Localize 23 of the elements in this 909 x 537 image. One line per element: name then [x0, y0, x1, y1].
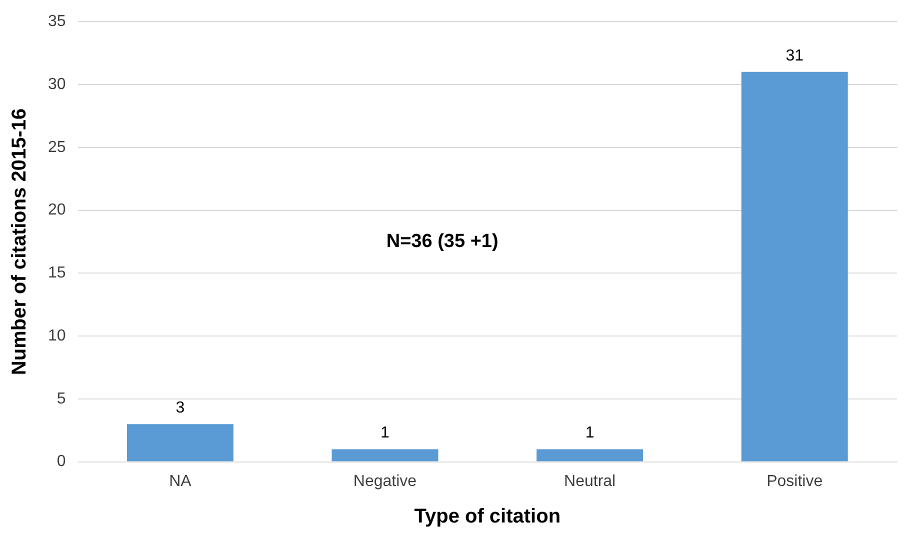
y-axis-title: Number of citations 2015-16 [8, 108, 31, 376]
bar [126, 424, 234, 462]
x-axis-title: Type of citation [414, 506, 561, 528]
x-tick-label: Negative [353, 472, 417, 490]
y-tick-label: 15 [48, 264, 66, 282]
data-label: 1 [380, 424, 390, 442]
bar [741, 72, 848, 462]
data-label: 3 [176, 399, 185, 416]
y-tick-label: 10 [48, 327, 66, 344]
annotation: N=36 (35 +1) [386, 230, 498, 252]
x-tick-label: Neutral [564, 472, 616, 490]
y-tick-label: 20 [48, 202, 66, 219]
y-tick-label: 0 [56, 453, 66, 470]
x-tick-label: Positive [766, 472, 823, 490]
y-tick-label: 25 [48, 138, 66, 156]
bar [536, 449, 644, 462]
y-tick-label: 35 [48, 13, 66, 30]
y-tick-label: 5 [56, 390, 66, 408]
y-tick-label: 30 [48, 76, 66, 93]
data-label: 1 [585, 424, 594, 442]
x-tick-label: NA [169, 472, 192, 490]
data-label: 31 [786, 47, 804, 64]
bar [332, 449, 438, 462]
